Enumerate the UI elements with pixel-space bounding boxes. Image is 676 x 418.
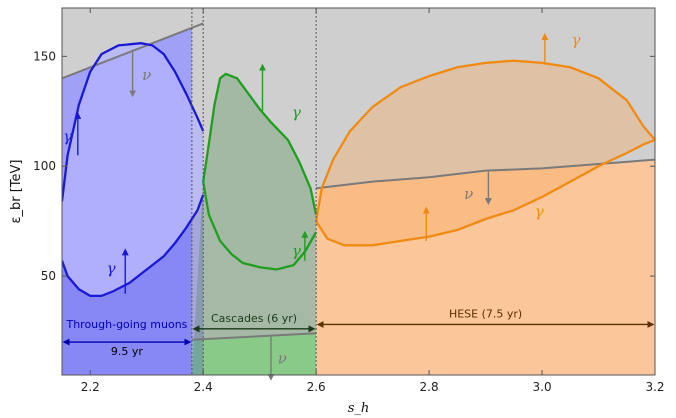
excluded-region-hese [316,8,655,189]
neutrino-bound-line-hese [315,158,655,190]
plot-area [62,8,655,375]
region-muons [62,43,204,296]
plot-frame [61,7,656,376]
excluded-region-cascades [191,8,317,340]
annotation-label: ν [142,66,151,84]
x-tick-label: 2.4 [194,380,213,394]
x-axis-title: s_h [348,401,370,416]
x-tick-label: 2.2 [81,380,100,394]
annotation-label: ν [278,350,287,368]
x-tick-label: 3.0 [533,380,552,394]
annotation-label: γ [63,128,72,146]
y-tick-label: 50 [41,269,56,283]
axes-layer: 2.2 2.4 2.6 2.8 3.0 3.2 50 100 150 s_h ε_br [TeV] [9,8,665,416]
annotation-label: ν [464,185,473,203]
range-label: Through-going muons [65,318,187,331]
y-tick-label: 100 [33,159,56,173]
x-tick-label: 2.8 [420,380,439,394]
annotation-label: γ [571,31,580,49]
annotation-label: γ [292,242,301,260]
upper-curve-cascades [202,72,318,215]
allowed-region-cascades [191,333,317,375]
annotation-label: γ [107,260,116,278]
x-tick-label: 2.6 [307,380,326,394]
annotation-label: γ [535,202,544,220]
upper-curve-muons [62,42,205,202]
lower-curve-cascades [202,181,318,271]
neutrino-bound-line-cascades [191,332,317,341]
overlay-layer: γ ν γ γ γ ν γ ν γ Through-going muons 9.5 yr Cascad… [61,8,656,381]
range-sublabel: 9.5 yr [111,345,144,358]
annotation-label: γ [292,103,301,121]
lower-curve-muons [62,194,205,298]
upper-curve-hese [314,59,655,222]
range-label: HESE (7.5 yr) [449,307,522,320]
x-tick-label: 3.2 [645,380,664,394]
range-label: Cascades (6 yr) [211,312,297,325]
region-cascades [203,73,317,270]
y-axis-title: ε_br [TeV] [9,159,24,223]
lower-curve-hese [315,138,655,247]
y-tick-label: 150 [33,49,56,63]
muons-excluded-below [62,194,204,375]
region-hese [316,60,655,246]
